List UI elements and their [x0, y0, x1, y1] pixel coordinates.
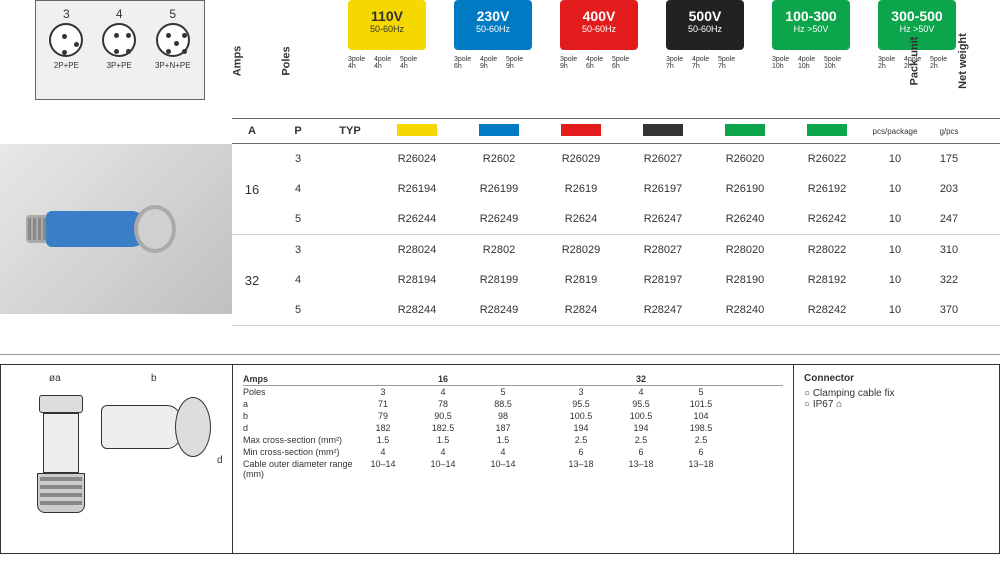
color-swatch — [540, 124, 622, 139]
color-swatch — [622, 124, 704, 139]
voltage-box: 500V50-60Hz3pole 7h4pole 7h5pole 7h — [666, 0, 744, 70]
dimension-drawing: øa b d — [1, 365, 233, 553]
voltage-box: 100-300Hz >50V3pole 10h4pole 10h5pole 10… — [772, 0, 850, 70]
table-row: 3R28024R2802R28029R28027R28020R280221031… — [272, 235, 1000, 265]
table-row: 4R26194R26199R2619R26197R26190R261921020… — [272, 174, 1000, 204]
amp-value: 16 — [232, 144, 272, 234]
hdr-weight: g/pcs — [922, 127, 976, 136]
dim-oa: øa — [49, 373, 61, 384]
dim-row: a717888.595.595.5101.5 — [243, 398, 783, 410]
color-swatch — [376, 124, 458, 139]
pin-config-5: 53P+N+PE — [155, 7, 191, 93]
dim-row: d182182.5187194194198.5 — [243, 422, 783, 434]
voltage-box: 230V50-60Hz3pole 6h4pole 9h5pole 9h — [454, 0, 532, 70]
dim-d: d — [217, 455, 223, 466]
hdr-poles: P — [272, 125, 324, 137]
table-row: 5R26244R26249R2624R26247R26240R262421024… — [272, 204, 1000, 234]
amp-group-32: 323R28024R2802R28029R28027R28020R2802210… — [232, 235, 1000, 326]
amp-value: 32 — [232, 235, 272, 325]
dim-row: b7990.598100.5100.5104 — [243, 410, 783, 422]
hdr-pack: pcs/package — [868, 127, 922, 136]
dim-row: Cable outer diameter range (mm)10–1410–1… — [243, 458, 783, 480]
color-swatch — [458, 124, 540, 139]
hdr-amps: A — [232, 125, 272, 137]
note-item: ○ Clamping cable fix — [804, 388, 989, 399]
color-swatch — [704, 124, 786, 139]
dim-b: b — [151, 373, 157, 384]
pin-config-box: 32P+PE 43P+PE 53P+N+PE — [35, 0, 205, 100]
table-row: 5R28244R28249R2824R28247R28240R282421037… — [272, 295, 1000, 325]
table-row: 4R28194R28199R2819R28197R28190R281921032… — [272, 265, 1000, 295]
color-swatch — [786, 124, 868, 139]
voltage-box: 110V50-60Hz3pole 4h4pole 4h5pole 4h — [348, 0, 426, 70]
table-row: 3R26024R2602R26029R26027R26020R260221017… — [272, 144, 1000, 174]
notes-panel: Connector ○ Clamping cable fix○ IP67 ⌂ — [793, 365, 999, 553]
table-header-row: A P TYP pcs/package g/pcs — [232, 118, 1000, 144]
product-photo — [0, 144, 232, 314]
amp-group-16: 163R26024R2602R26029R26027R26020R2602210… — [232, 144, 1000, 235]
hdr-typ: TYP — [324, 125, 376, 137]
dim-row: Max cross-section (mm²)1.51.51.52.52.52.… — [243, 434, 783, 446]
dim-row: Min cross-section (mm²)444666 — [243, 446, 783, 458]
notes-title: Connector — [804, 373, 989, 384]
dim-row: Poles345345 — [243, 386, 783, 398]
voltage-box: 400V50-60Hz3pole 9h4pole 6h5pole 6h — [560, 0, 638, 70]
dimensions-table: Amps1632Poles345345a717888.595.595.5101.… — [233, 365, 793, 553]
pin-config-3: 32P+PE — [49, 7, 83, 93]
note-item: ○ IP67 ⌂ — [804, 399, 989, 410]
label-poles: Poles — [281, 46, 293, 75]
header-area: Amps Poles 110V50-60Hz3pole 4h4pole 4h5p… — [232, 0, 1000, 130]
product-data-table: 163R26024R2602R26029R26027R26020R2602210… — [232, 144, 1000, 326]
label-amps: Amps — [231, 46, 243, 77]
label-pack-unit: Pack unit — [908, 37, 920, 86]
label-net-weight: Net weight — [957, 33, 969, 89]
pin-config-4: 43P+PE — [102, 7, 136, 93]
